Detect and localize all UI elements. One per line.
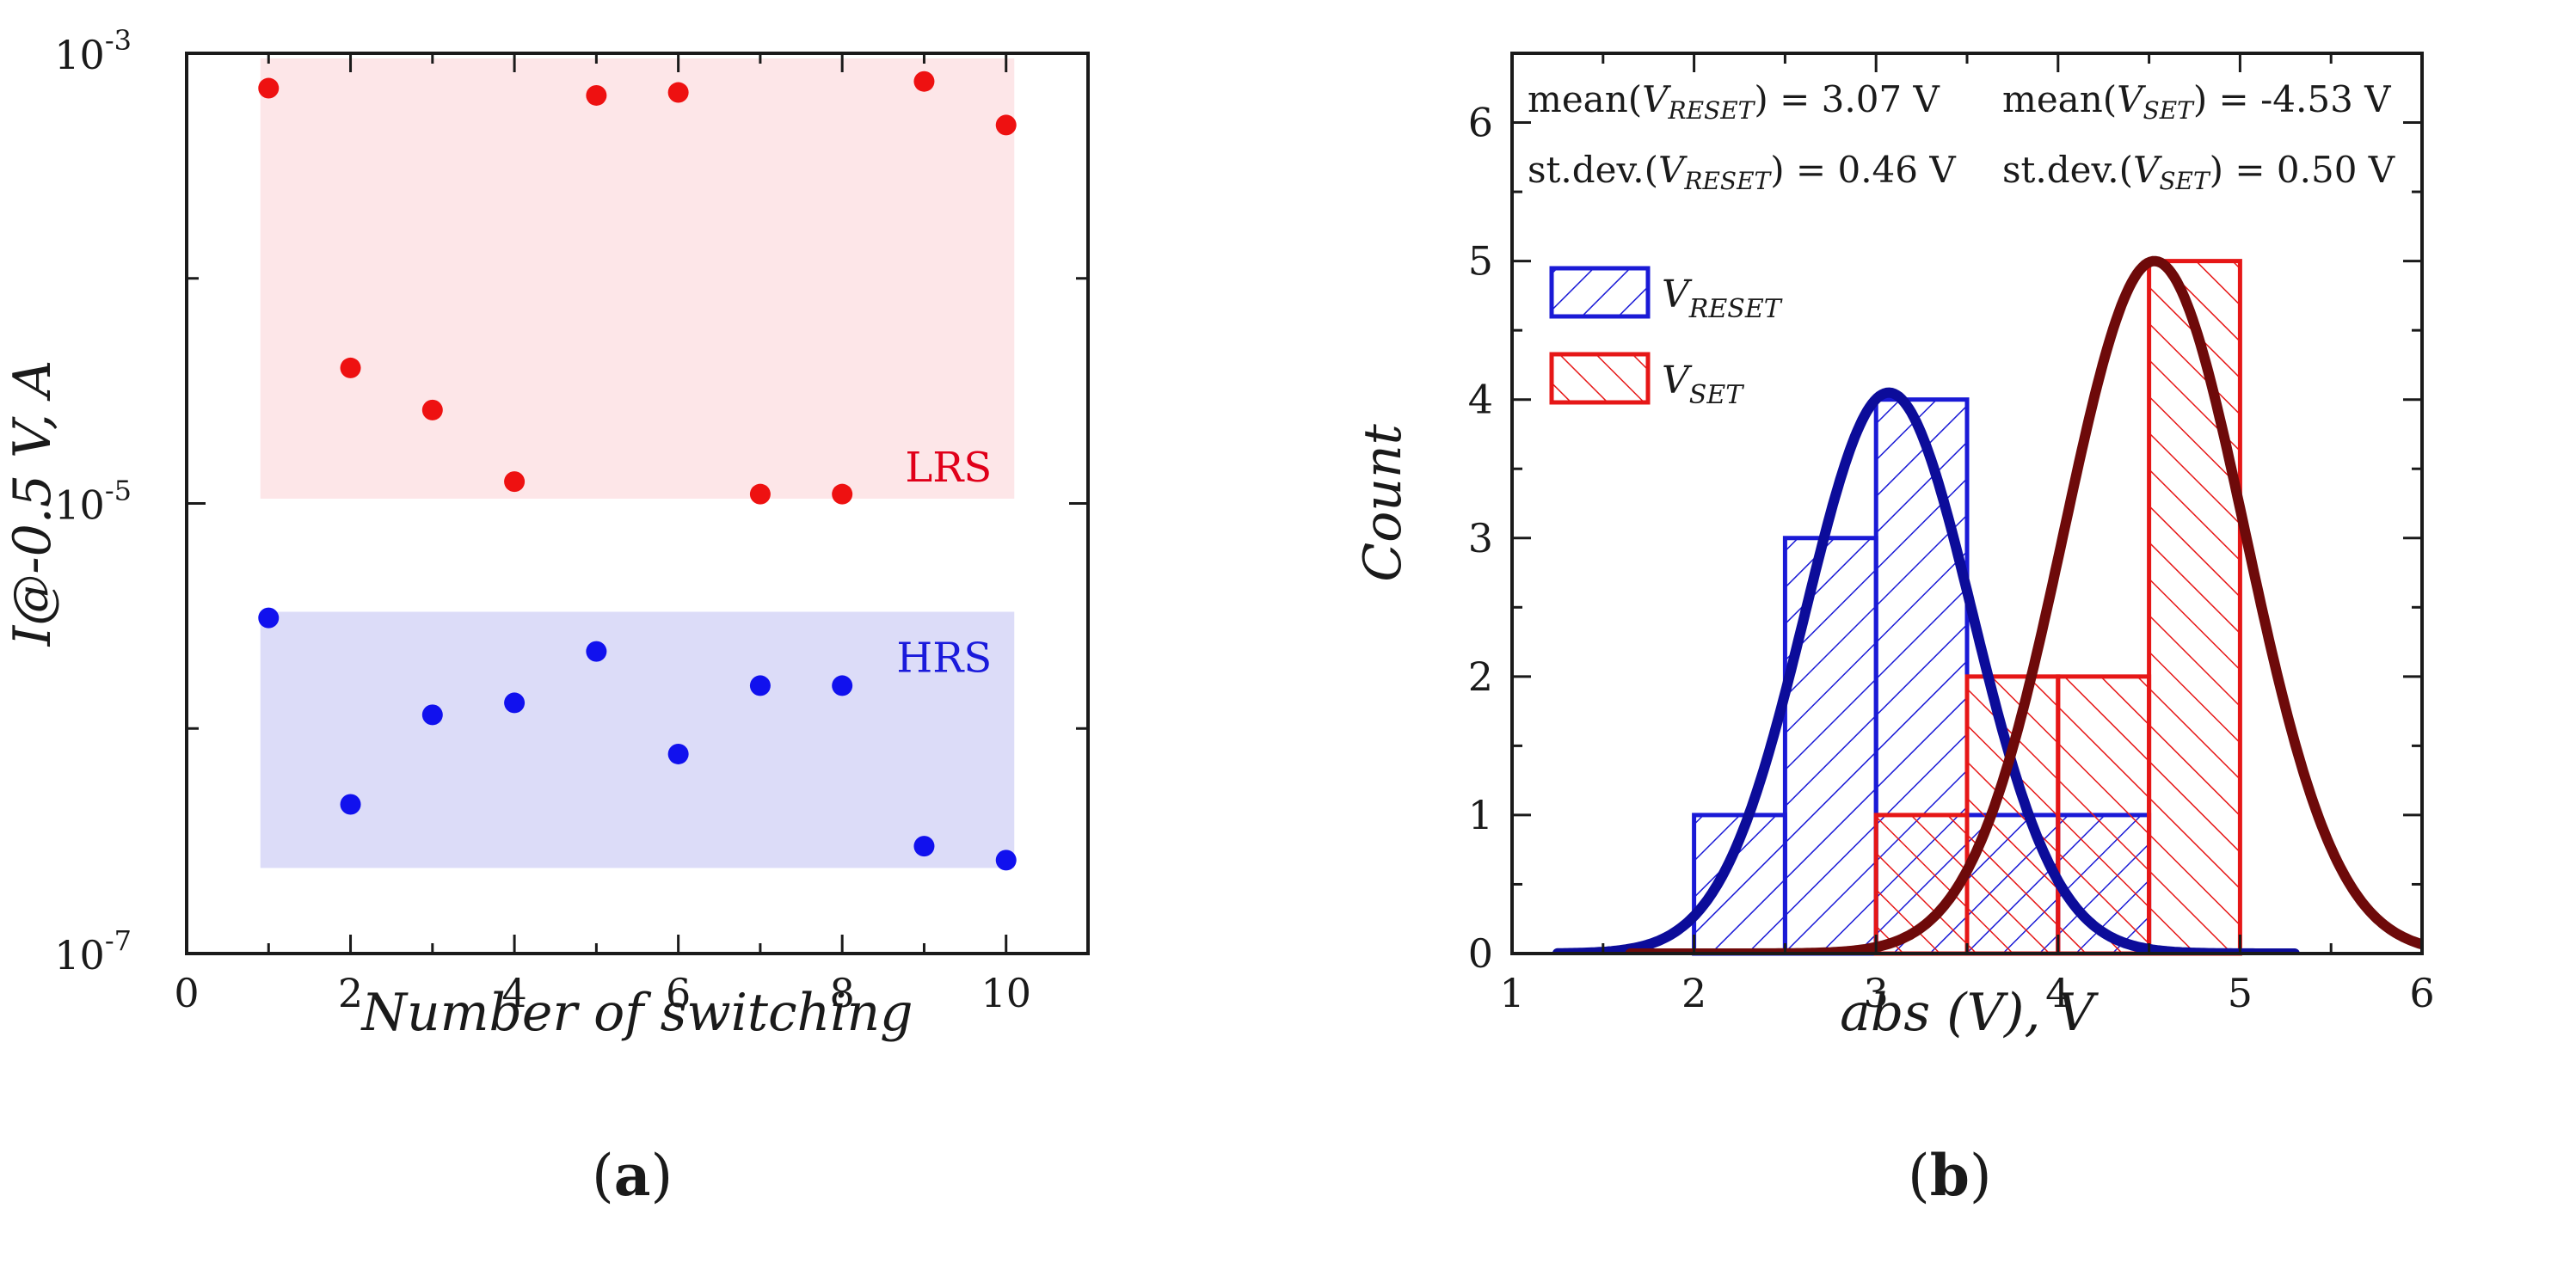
x-tick-label: 6 xyxy=(2409,970,2434,1016)
lrs-point xyxy=(586,84,607,106)
hrs-point xyxy=(504,692,526,714)
x-tick-label: 0 xyxy=(174,970,199,1016)
legend-swatch-v-reset xyxy=(1549,266,1651,319)
y-tick-label: 10-3 xyxy=(54,24,132,78)
x-tick-label: 6 xyxy=(666,970,691,1016)
lrs-point xyxy=(913,71,935,92)
y-tick-label: 10-7 xyxy=(54,924,132,978)
sd-set-annotation: st.dev.(VSET) = 0.50 V xyxy=(2002,149,2395,195)
y-tick-label: 5 xyxy=(1468,238,1493,285)
mean-reset-annotation: mean(VRESET) = 3.07 V xyxy=(1528,78,1940,125)
hrs-point xyxy=(421,704,443,726)
lrs-point xyxy=(340,357,361,378)
lrs-point xyxy=(832,483,853,505)
panel-a-y-axis-title: I@-0.5 V, A xyxy=(3,360,63,647)
hrs-point xyxy=(340,794,361,815)
hrs-point xyxy=(667,743,689,764)
y-tick-label: 2 xyxy=(1468,653,1493,700)
v-reset-bar xyxy=(1782,536,1878,956)
hrs-band-label: HRS xyxy=(896,635,992,683)
hrs-point xyxy=(913,836,935,857)
lrs-point xyxy=(421,399,443,420)
x-tick-label: 2 xyxy=(1681,970,1706,1016)
lrs-point xyxy=(749,483,771,505)
mean-set-annotation: mean(VSET) = -4.53 V xyxy=(2002,78,2391,125)
hrs-point xyxy=(586,641,607,662)
x-tick-label: 2 xyxy=(338,970,363,1016)
x-tick-label: 10 xyxy=(981,970,1031,1016)
hrs-point xyxy=(749,675,771,696)
lrs-point xyxy=(667,82,689,103)
lrs-point xyxy=(995,114,1017,136)
sd-reset-annotation: st.dev.(VRESET) = 0.46 V xyxy=(1528,149,1956,195)
x-tick-label: 5 xyxy=(2228,970,2253,1016)
legend-swatch-v-set xyxy=(1549,352,1651,405)
lrs-point xyxy=(258,77,280,99)
y-tick-label: 1 xyxy=(1468,792,1493,838)
x-tick-label: 1 xyxy=(1499,970,1524,1016)
lrs-band-label: LRS xyxy=(905,444,992,492)
y-tick-label: 10-5 xyxy=(54,475,132,529)
hrs-point xyxy=(995,850,1017,871)
x-tick-label: 4 xyxy=(501,970,526,1016)
band-lrs xyxy=(260,58,1015,499)
legend: VRESET VSET xyxy=(1549,266,1783,410)
panel-a-x-axis-title: Number of switching xyxy=(360,983,913,1043)
hrs-point xyxy=(832,675,853,696)
y-tick-label: 6 xyxy=(1468,100,1493,146)
v-set-bar xyxy=(2056,674,2152,956)
panel-a-label: (a) xyxy=(592,1142,673,1209)
lrs-point xyxy=(504,471,526,493)
legend-label-v-reset: VRESET xyxy=(1662,273,1783,324)
legend-label-v-set: VSET xyxy=(1662,359,1744,410)
x-tick-label: 4 xyxy=(2045,970,2070,1016)
band-hrs xyxy=(260,611,1015,868)
x-tick-label: 3 xyxy=(1864,970,1889,1016)
panel-b-y-axis-title: Count xyxy=(1353,423,1413,581)
panel-b-label: (b) xyxy=(1908,1142,1992,1209)
panel-a-scatter-chart: 0 2 4 6 8 10 10-7 10-5 10-3 LRS HRS Number of sw… xyxy=(3,24,1090,1209)
v-set-bar xyxy=(1964,674,2061,956)
v-reset-gaussian-fit xyxy=(1552,387,2300,954)
x-tick-label: 8 xyxy=(830,970,855,1016)
v-set-bar xyxy=(2147,259,2242,956)
panel-b-x-axis-title: abs (V), V xyxy=(1840,983,2099,1043)
y-tick-label: 0 xyxy=(1468,930,1493,977)
hrs-point xyxy=(258,607,280,629)
y-tick-label: 4 xyxy=(1468,377,1493,423)
y-tick-label: 3 xyxy=(1468,515,1493,561)
